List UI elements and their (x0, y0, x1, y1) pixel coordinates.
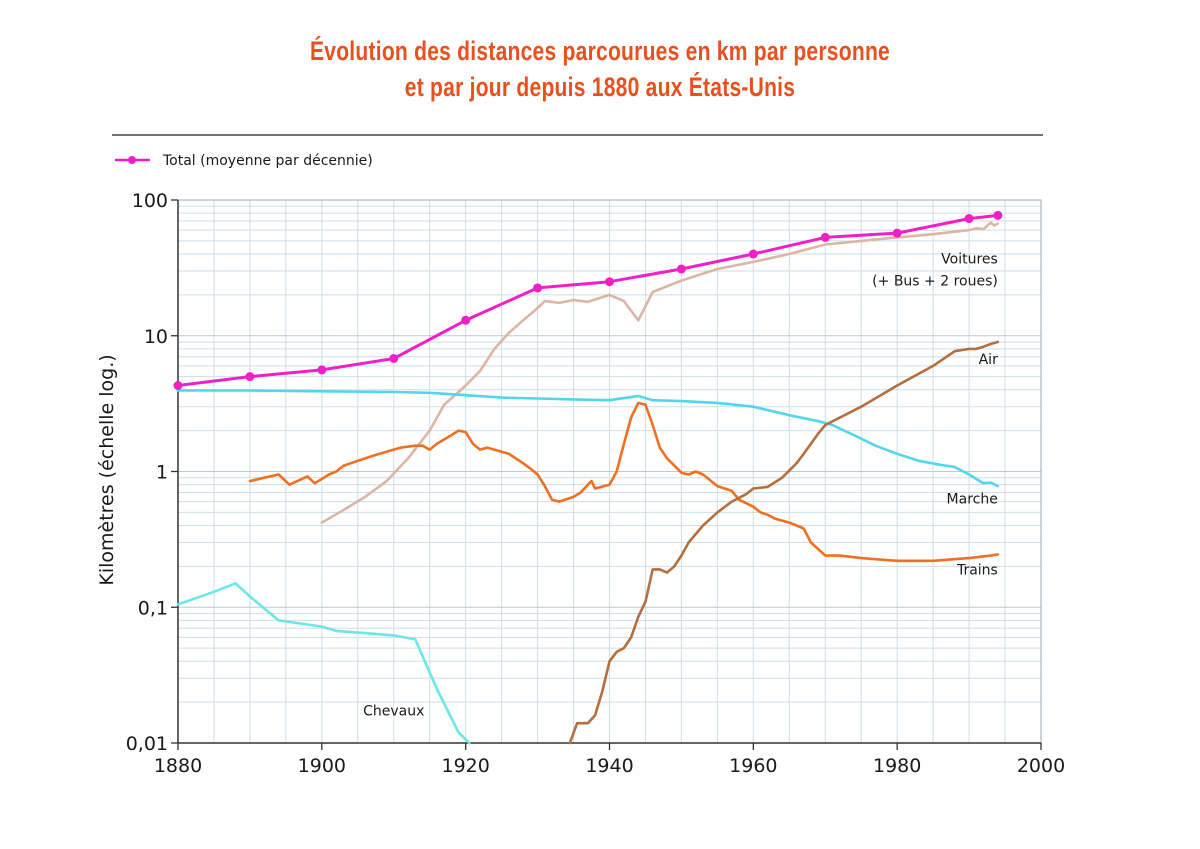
chart-title-line1: Évolution des distances parcourues en km… (309, 36, 891, 66)
data-point-total (173, 381, 183, 391)
data-point-total (676, 264, 686, 274)
y-tick-label: 0,1 (138, 597, 168, 619)
x-tick-label: 1880 (154, 755, 202, 777)
y-axis-label: Kilomètres (échelle log.) (96, 354, 118, 585)
series-sublabel-voitures: (+ Bus + 2 roues) (872, 274, 998, 290)
data-point-total (748, 249, 758, 259)
data-point-total (605, 277, 614, 287)
chart-title-line2: et par jour depuis 1880 aux États-Unis (404, 72, 796, 102)
x-tick-label: 1940 (585, 755, 633, 777)
y-tick-label: 10 (144, 326, 168, 348)
x-tick-label: 1980 (873, 755, 921, 777)
x-tick-label: 1960 (729, 755, 777, 777)
series-line-air (568, 340, 1000, 745)
data-point-total (533, 283, 543, 293)
series-line-chevaux (176, 582, 471, 745)
data-point-total (820, 232, 830, 242)
series-line-marche (176, 389, 1000, 488)
y-tick-label: 1 (156, 462, 168, 484)
series-line-trains (248, 401, 1000, 563)
x-tick-label: 2000 (1017, 755, 1065, 777)
series-label-air: Air (979, 352, 998, 368)
series-labels: Voitures (+ Bus + 2 roues) Air Marche Trains… (363, 252, 998, 720)
series-label-trains: Trains (956, 562, 998, 578)
series-label-marche: Marche (947, 492, 998, 508)
data-point-total (317, 365, 327, 375)
data-point-total (461, 315, 471, 325)
data-point-total (892, 228, 902, 238)
grid (178, 200, 1041, 743)
axes (171, 199, 1042, 750)
y-tick-label: 0,01 (126, 733, 168, 755)
data-point-total (389, 353, 399, 363)
series-label-chevaux: Chevaux (363, 703, 424, 719)
x-tick-label: 1920 (441, 755, 489, 777)
series-label-voitures: Voitures (941, 252, 998, 268)
y-tick-label: 100 (132, 190, 168, 212)
data-point-total (245, 372, 255, 382)
legend-marker-total (128, 156, 136, 164)
x-tick-label: 1900 (298, 755, 346, 777)
tick-labels: 1880 1900 1920 1940 1960 1980 2000 100 10 1 0,1 0,0… (126, 190, 1065, 777)
legend: Total (moyenne par décennie) (115, 153, 373, 169)
series-group (173, 210, 1003, 745)
series-line-voitures (320, 221, 1000, 524)
data-point-total (964, 214, 974, 224)
data-point-total (993, 210, 1003, 220)
legend-entry-total: Total (moyenne par décennie) (162, 153, 373, 169)
